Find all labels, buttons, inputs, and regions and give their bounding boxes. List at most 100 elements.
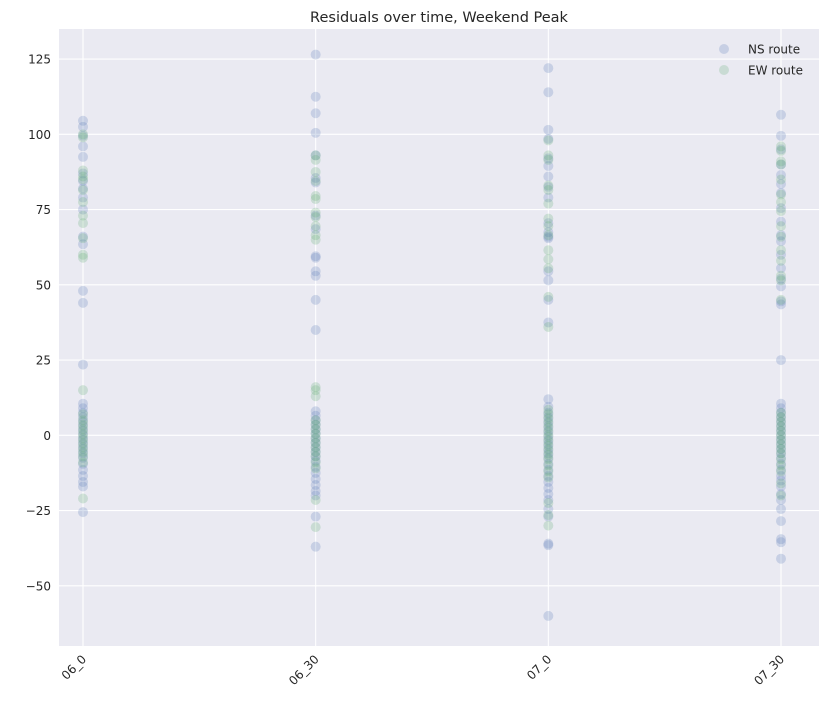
data-point — [543, 425, 554, 436]
data-point — [78, 385, 88, 396]
data-point — [310, 194, 321, 205]
data-point — [543, 434, 554, 445]
data-point — [78, 141, 88, 152]
data-point — [78, 175, 88, 186]
y-tick-label: 100 — [28, 128, 51, 142]
data-point — [776, 299, 786, 310]
data-point — [310, 251, 321, 262]
data-point — [310, 127, 321, 138]
data-point — [776, 495, 786, 506]
data-point — [776, 263, 786, 274]
data-point — [78, 121, 88, 132]
data-point — [310, 473, 321, 484]
data-point — [776, 454, 786, 465]
chart-title: Residuals over time, Weekend Peak — [310, 10, 568, 26]
data-point — [776, 481, 786, 492]
data-point — [776, 425, 786, 436]
data-point — [776, 443, 786, 454]
data-point — [78, 421, 88, 432]
data-point — [310, 446, 321, 457]
data-point — [310, 433, 321, 444]
data-point — [310, 463, 321, 474]
data-point — [543, 87, 554, 98]
data-point — [776, 296, 786, 307]
data-point — [776, 407, 786, 418]
data-point — [78, 507, 88, 518]
data-point — [776, 144, 786, 155]
data-point — [776, 231, 786, 242]
data-point — [776, 159, 786, 170]
data-point — [310, 479, 321, 490]
legend-marker — [719, 65, 729, 75]
data-point — [776, 130, 786, 141]
data-point — [78, 249, 88, 260]
data-point — [543, 160, 554, 171]
data-point — [543, 291, 554, 302]
data-point — [776, 416, 786, 427]
data-point — [78, 192, 88, 203]
data-point — [78, 252, 88, 263]
data-point — [543, 409, 554, 420]
data-point — [776, 275, 786, 286]
data-point — [543, 230, 554, 241]
data-point — [776, 255, 786, 266]
data-point — [543, 213, 554, 224]
data-point — [543, 466, 554, 477]
data-point — [543, 445, 554, 456]
data-point — [78, 451, 88, 462]
data-point — [310, 212, 321, 223]
data-point — [776, 270, 786, 281]
data-point — [543, 431, 554, 442]
data-point — [543, 472, 554, 483]
data-point — [543, 495, 554, 506]
data-point — [543, 394, 554, 405]
data-point — [543, 227, 554, 238]
data-point — [543, 182, 554, 193]
data-point — [78, 437, 88, 448]
data-point — [543, 482, 554, 493]
y-tick-label: 25 — [36, 354, 51, 368]
data-point — [543, 153, 554, 164]
legend-label: NS route — [748, 43, 800, 57]
data-point — [543, 448, 554, 459]
data-point — [310, 91, 321, 102]
data-point — [310, 385, 321, 396]
data-point — [310, 266, 321, 277]
data-point — [776, 475, 786, 486]
data-point — [776, 398, 786, 409]
data-point — [310, 451, 321, 462]
data-point — [776, 516, 786, 527]
data-point — [543, 460, 554, 471]
data-point — [776, 412, 786, 423]
data-point — [776, 273, 786, 284]
data-point — [310, 221, 321, 232]
data-point — [776, 443, 786, 454]
data-point — [78, 415, 88, 426]
data-point — [543, 171, 554, 182]
data-point — [78, 458, 88, 469]
data-point — [543, 133, 554, 144]
data-point — [543, 412, 554, 423]
data-point — [776, 466, 786, 477]
data-point — [310, 451, 321, 462]
data-point — [543, 439, 554, 450]
data-point — [78, 428, 88, 439]
data-point — [310, 415, 321, 426]
data-point — [78, 218, 88, 229]
data-point — [78, 425, 88, 436]
data-point — [776, 490, 786, 501]
data-point — [310, 324, 321, 335]
data-point — [310, 541, 321, 552]
data-point — [543, 192, 554, 203]
data-point — [776, 448, 786, 459]
data-point — [776, 141, 786, 152]
data-point — [543, 154, 554, 165]
data-point — [78, 185, 88, 196]
data-point — [78, 151, 88, 162]
data-point — [78, 457, 88, 468]
data-point — [310, 419, 321, 430]
data-point — [310, 485, 321, 496]
data-point — [310, 294, 321, 305]
